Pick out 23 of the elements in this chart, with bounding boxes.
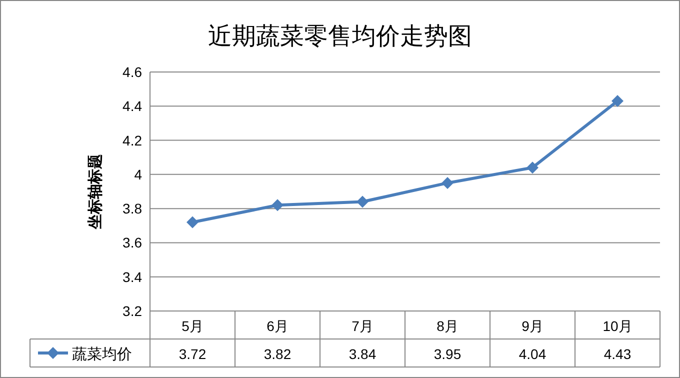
data-label: 3.82: [264, 346, 292, 362]
title: 近期蔬菜零售均价走势图: [208, 22, 472, 50]
legend-label: 蔬菜均价: [72, 346, 132, 363]
y-tick-label: 4.4: [122, 98, 142, 114]
data-label: 3.95: [434, 346, 462, 362]
y-tick-label: 4.2: [122, 132, 142, 148]
y-tick-label: 4: [134, 166, 142, 182]
x-tick-label: 8月: [436, 318, 458, 334]
y-axis-title: 坐标轴标题: [86, 154, 104, 230]
data-label: 4.43: [604, 346, 632, 362]
data-label: 3.72: [178, 346, 206, 362]
y-tick-label: 4.6: [122, 64, 142, 80]
x-tick-label: 7月: [352, 318, 374, 334]
data-label: 3.84: [348, 346, 376, 362]
x-tick-label: 10月: [602, 318, 632, 334]
x-tick-label: 5月: [182, 318, 204, 334]
data-label: 4.04: [518, 346, 546, 362]
x-tick-label: 6月: [266, 318, 288, 334]
y-tick-label: 3.8: [122, 200, 142, 217]
y-tick-label: 3.4: [122, 268, 142, 285]
y-tick-label: 3.2: [122, 303, 142, 319]
y-tick-label: 3.6: [122, 234, 142, 251]
x-tick-label: 9月: [522, 318, 544, 334]
